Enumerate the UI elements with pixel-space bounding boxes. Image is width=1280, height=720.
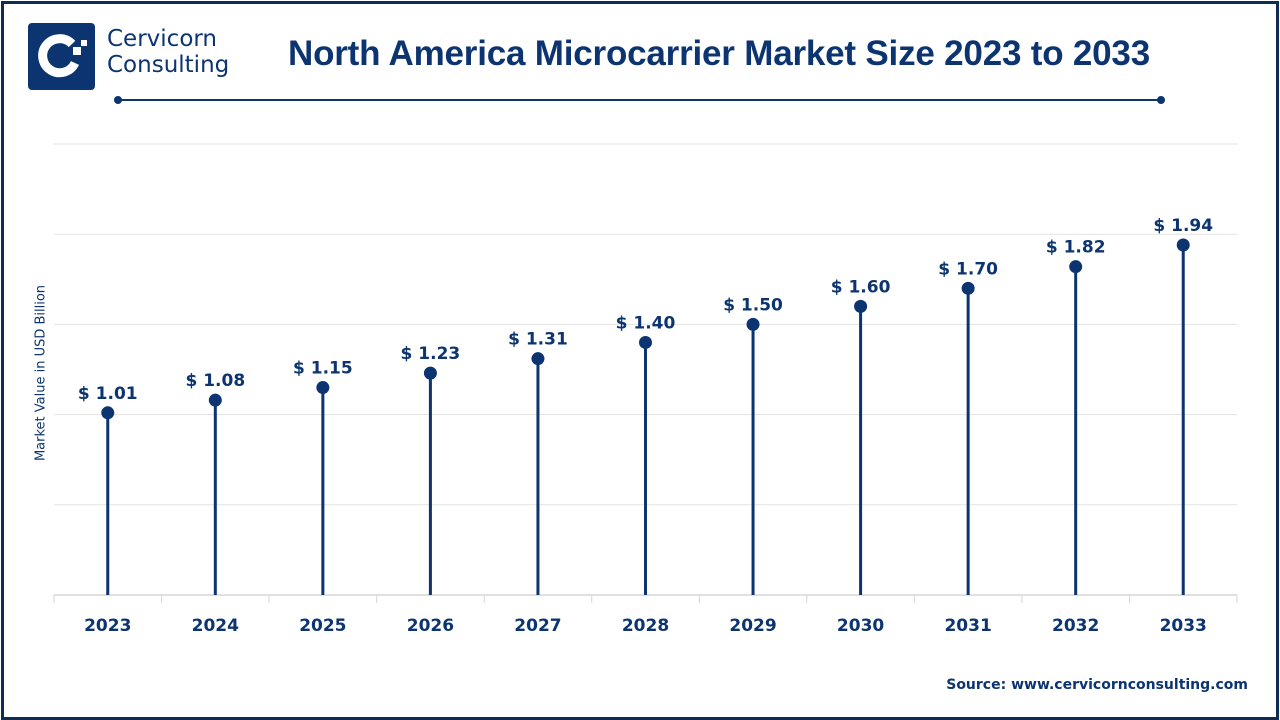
source-note: Source: www.cervicornconsulting.com — [946, 677, 1248, 693]
x-tick-label: 2028 — [622, 616, 669, 636]
x-tick-label: 2023 — [84, 616, 131, 636]
data-label: $ 1.23 — [401, 344, 461, 364]
data-label: $ 1.94 — [1153, 216, 1213, 236]
data-label: $ 1.70 — [938, 259, 998, 279]
lollipop-dot — [531, 352, 545, 366]
brand-name: Cervicorn Consulting — [107, 26, 229, 78]
lollipop-dot — [1176, 238, 1190, 252]
lollipop-dot — [1069, 260, 1083, 274]
lollipop-dot — [746, 317, 760, 331]
lollipop-dot — [101, 406, 115, 420]
lollipop-dot — [208, 393, 222, 407]
title-underline — [118, 99, 1162, 101]
x-tick-label: 2024 — [192, 616, 239, 636]
x-tick-label: 2025 — [299, 616, 346, 636]
lollipop-dot — [316, 381, 330, 395]
data-label: $ 1.40 — [616, 313, 676, 333]
data-label: $ 1.60 — [831, 277, 891, 297]
x-tick-label: 2033 — [1160, 616, 1207, 636]
x-tick-label: 2031 — [944, 616, 991, 636]
data-label: $ 1.15 — [293, 359, 353, 379]
lollipop-dot — [639, 335, 652, 349]
underline-dot-right — [1157, 96, 1165, 104]
brand-line-2: Consulting — [107, 52, 230, 78]
underline-dot-left — [114, 96, 122, 104]
x-tick-label: 2027 — [514, 616, 561, 636]
cervicorn-logo-icon — [28, 23, 95, 90]
data-label: $ 1.50 — [723, 295, 783, 315]
data-label: $ 1.08 — [185, 371, 245, 391]
brand-line-1: Cervicorn — [107, 26, 218, 52]
x-tick-label: 2026 — [407, 616, 454, 636]
data-label: $ 1.01 — [78, 384, 138, 404]
lollipop-dot — [854, 299, 868, 313]
data-label: $ 1.31 — [508, 330, 568, 350]
x-tick-label: 2030 — [837, 616, 884, 636]
x-tick-label: 2029 — [729, 616, 776, 636]
x-tick-label: 2032 — [1052, 616, 1099, 636]
data-label: $ 1.82 — [1046, 238, 1106, 258]
lollipop-dot — [961, 281, 975, 295]
chart-title: North America Microcarrier Market Size 2… — [288, 34, 1150, 73]
lollipop-dot — [423, 366, 437, 380]
